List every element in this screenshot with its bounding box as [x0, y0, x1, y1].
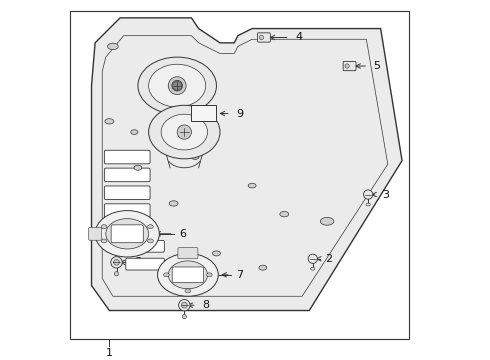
FancyBboxPatch shape [172, 267, 204, 283]
Text: 1: 1 [106, 348, 113, 358]
FancyBboxPatch shape [89, 228, 101, 240]
Circle shape [177, 125, 192, 139]
Ellipse shape [280, 211, 289, 217]
Ellipse shape [138, 57, 217, 114]
Circle shape [111, 257, 122, 268]
FancyBboxPatch shape [343, 62, 356, 71]
Ellipse shape [95, 211, 159, 257]
Text: 5: 5 [373, 61, 381, 71]
FancyBboxPatch shape [104, 150, 150, 164]
Ellipse shape [320, 217, 334, 225]
Ellipse shape [311, 267, 315, 270]
Circle shape [168, 77, 186, 95]
Ellipse shape [147, 239, 153, 243]
Circle shape [308, 254, 318, 264]
FancyBboxPatch shape [104, 222, 150, 235]
Ellipse shape [161, 114, 208, 150]
Ellipse shape [248, 183, 256, 188]
Circle shape [179, 300, 190, 311]
FancyBboxPatch shape [126, 240, 164, 252]
Text: 9: 9 [236, 108, 243, 118]
FancyBboxPatch shape [257, 33, 270, 42]
Circle shape [114, 260, 120, 265]
Ellipse shape [206, 273, 212, 277]
Ellipse shape [158, 253, 218, 296]
FancyBboxPatch shape [104, 204, 150, 217]
Ellipse shape [259, 265, 267, 270]
Text: 4: 4 [295, 32, 302, 42]
Text: 8: 8 [134, 257, 142, 267]
Ellipse shape [101, 225, 107, 229]
Ellipse shape [134, 165, 142, 170]
Circle shape [259, 35, 264, 40]
FancyBboxPatch shape [178, 248, 198, 259]
FancyBboxPatch shape [126, 258, 164, 270]
Polygon shape [173, 81, 181, 91]
Circle shape [114, 272, 119, 276]
FancyBboxPatch shape [192, 105, 217, 121]
Ellipse shape [168, 261, 208, 289]
Ellipse shape [191, 155, 199, 159]
Ellipse shape [108, 43, 118, 50]
Circle shape [181, 302, 187, 308]
Ellipse shape [185, 289, 191, 293]
Polygon shape [92, 18, 402, 311]
Ellipse shape [101, 239, 107, 243]
Ellipse shape [148, 105, 220, 159]
Ellipse shape [164, 273, 170, 277]
Circle shape [364, 190, 373, 199]
Text: 2: 2 [325, 254, 332, 264]
Circle shape [172, 80, 183, 91]
Ellipse shape [366, 203, 370, 206]
Ellipse shape [105, 119, 114, 124]
Ellipse shape [213, 251, 220, 256]
Text: 3: 3 [382, 189, 390, 199]
Ellipse shape [148, 64, 206, 107]
Text: 6: 6 [179, 229, 186, 239]
Ellipse shape [147, 225, 153, 229]
Circle shape [182, 314, 187, 319]
FancyBboxPatch shape [104, 168, 150, 182]
Text: 7: 7 [236, 270, 243, 280]
Ellipse shape [106, 219, 148, 249]
Ellipse shape [169, 201, 178, 206]
FancyBboxPatch shape [104, 186, 150, 199]
Ellipse shape [131, 130, 138, 134]
FancyBboxPatch shape [111, 225, 143, 243]
Text: 8: 8 [202, 300, 209, 310]
Circle shape [345, 64, 349, 68]
